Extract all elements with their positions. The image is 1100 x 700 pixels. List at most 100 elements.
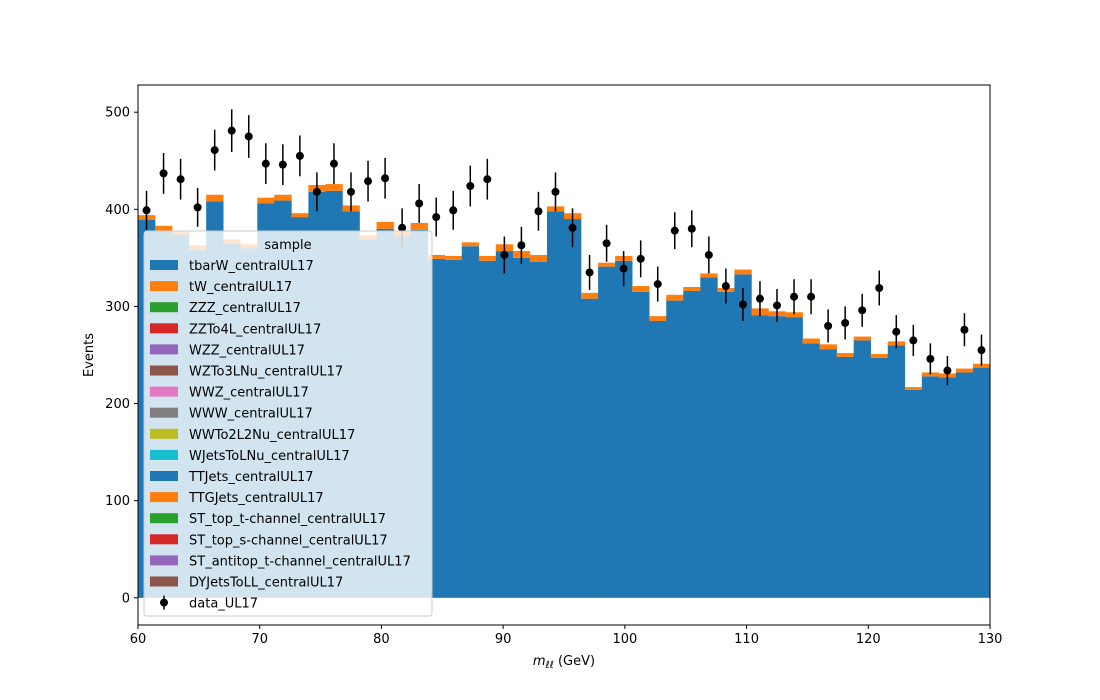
bar-tW_centralUL17-26 — [581, 292, 599, 299]
data-point-25 — [568, 223, 577, 232]
data-point-5 — [227, 126, 236, 135]
legend-title: sample — [264, 238, 311, 253]
bar-tbarW_centralUL17-43 — [870, 357, 889, 598]
legend-swatch-ST_top_t-channel_centralUL17 — [150, 513, 178, 524]
bar-tW_centralUL17-40 — [819, 344, 837, 350]
legend-swatch-ZZZ_centralUL17 — [150, 302, 178, 313]
data-point-3 — [193, 203, 202, 212]
data-point-6 — [244, 132, 253, 141]
legend-label-WWZ_centralUL17: WWZ_centralUL17 — [189, 386, 309, 401]
data-point-36 — [755, 294, 764, 303]
legend-label-TTJets_centralUL17: TTJets_centralUL17 — [188, 470, 314, 485]
data-point-21 — [500, 250, 509, 259]
bar-tW_centralUL17-16 — [410, 222, 428, 230]
data-point-22 — [517, 241, 526, 250]
legend: sample tbarW_centralUL17 tW_centralUL17 ZZ… — [143, 230, 433, 617]
legend-label-ZZZ_centralUL17: ZZZ_centralUL17 — [189, 301, 301, 316]
data-point-0 — [142, 206, 151, 215]
bar-tW_centralUL17-38 — [785, 312, 803, 318]
legend-label-tbarW_centralUL17: tbarW_centralUL17 — [189, 259, 314, 274]
bar-tbarW_centralUL17-18 — [444, 259, 463, 598]
data-points — [142, 109, 986, 386]
y-tick-label-100: 100 — [105, 494, 130, 509]
data-point-33 — [704, 250, 713, 259]
data-point-49 — [977, 346, 986, 355]
y-axis-ticks: 0 100 200 300 400 500 — [105, 106, 138, 606]
bar-tbarW_centralUL17-38 — [785, 317, 803, 598]
data-point-16 — [415, 199, 424, 208]
legend-swatch-WZTo3LNu_centralUL17 — [150, 365, 178, 376]
bar-tbarW_centralUL17-40 — [819, 349, 837, 598]
legend-label-ST_antitop_t-channel_centralUL17: ST_antitop_t-channel_centralUL17 — [189, 554, 411, 569]
x-axis-label: mℓℓ (GeV) — [533, 654, 595, 671]
bar-tW_centralUL17-48 — [955, 368, 974, 373]
bar-tbarW_centralUL17-27 — [598, 266, 616, 598]
x-tick-label-110: 110 — [734, 632, 759, 647]
x-tick-label-80: 80 — [373, 632, 390, 647]
legend-label-WZZ_centralUL17: WZZ_centralUL17 — [189, 343, 305, 358]
bar-tW_centralUL17-9 — [291, 213, 309, 218]
data-point-30 — [653, 280, 662, 289]
x-tick-label-90: 90 — [495, 632, 512, 647]
bar-tW_centralUL17-19 — [461, 242, 480, 247]
data-point-1 — [159, 169, 168, 178]
bar-tbarW_centralUL17-35 — [734, 274, 752, 598]
bar-tbarW_centralUL17-33 — [700, 277, 718, 598]
data-point-24 — [551, 187, 560, 196]
bar-tbarW_centralUL17-41 — [836, 356, 854, 598]
data-point-8 — [278, 160, 287, 169]
bar-tW_centralUL17-8 — [274, 194, 292, 201]
data-point-20 — [483, 175, 492, 184]
data-point-17 — [432, 213, 441, 222]
y-axis-label: Events — [82, 333, 97, 377]
data-point-42 — [858, 306, 867, 315]
legend-box — [143, 230, 433, 617]
y-tick-label-400: 400 — [105, 203, 130, 218]
bar-tW_centralUL17-31 — [666, 294, 684, 301]
bar-tbarW_centralUL17-23 — [529, 261, 548, 598]
plot-frame — [137, 84, 991, 626]
bar-tbarW_centralUL17-37 — [768, 316, 786, 598]
bar-tbarW_centralUL17-32 — [683, 290, 701, 598]
bar-tbarW_centralUL17-48 — [955, 372, 974, 598]
bar-tW_centralUL17-41 — [836, 353, 854, 357]
data-point-35 — [738, 300, 747, 309]
legend-swatch-TTJets_centralUL17 — [150, 471, 178, 481]
x-tick-label-60: 60 — [130, 632, 147, 647]
data-point-40 — [824, 321, 833, 330]
x-tick-label-100: 100 — [612, 632, 637, 647]
bar-tW_centralUL17-45 — [904, 387, 923, 390]
legend-swatch-ST_antitop_t-channel_centralUL17 — [150, 555, 178, 566]
legend-label-data: data_UL17 — [189, 597, 258, 612]
legend-swatch-WJetsToLNu_centralUL17 — [150, 449, 178, 460]
bar-tbarW_centralUL17-26 — [581, 298, 599, 598]
legend-marker-data — [160, 598, 168, 607]
bar-tW_centralUL17-29 — [632, 286, 650, 292]
data-point-29 — [636, 254, 645, 263]
x-tick-label-120: 120 — [856, 632, 881, 647]
data-point-23 — [534, 207, 543, 216]
x-tick-label-70: 70 — [251, 632, 268, 647]
bar-tW_centralUL17-11 — [325, 184, 343, 191]
legend-label-tW_centralUL17: tW_centralUL17 — [189, 280, 292, 295]
bar-tbarW_centralUL17-25 — [564, 219, 582, 598]
legend-label-DYJetsToLL_centralUL17: DYJetsToLL_centralUL17 — [189, 576, 343, 591]
data-point-9 — [295, 151, 304, 160]
bar-tbarW_centralUL17-30 — [649, 321, 667, 598]
bar-tbarW_centralUL17-47 — [938, 377, 957, 598]
bar-tW_centralUL17-39 — [802, 338, 820, 344]
bar-tbarW_centralUL17-24 — [546, 211, 565, 598]
data-point-28 — [619, 264, 628, 273]
bar-tbarW_centralUL17-46 — [921, 376, 940, 598]
data-point-26 — [585, 268, 594, 277]
data-point-39 — [807, 292, 816, 301]
data-point-27 — [602, 239, 611, 248]
legend-label-ZZTo4L_centralUL17: ZZTo4L_centralUL17 — [189, 322, 321, 337]
legend-swatch-WWTo2L2Nu_centralUL17 — [150, 428, 178, 439]
bar-tW_centralUL17-35 — [734, 269, 752, 275]
y-tick-label-0: 0 — [122, 591, 130, 606]
data-point-15 — [398, 223, 407, 232]
bar-tW_centralUL17-1 — [155, 225, 173, 231]
data-point-38 — [790, 292, 799, 301]
